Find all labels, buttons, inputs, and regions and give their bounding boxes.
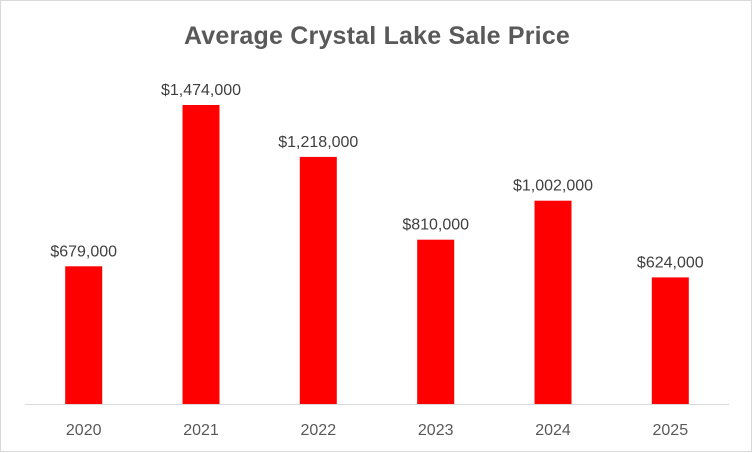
x-tick-label-2020: 2020 xyxy=(66,422,102,439)
data-label-2023: $810,000 xyxy=(402,217,469,234)
x-tick-label-2021: 2021 xyxy=(183,422,219,439)
bar-2024 xyxy=(534,200,572,404)
data-label-2020: $679,000 xyxy=(50,243,117,260)
x-tick-label-2022: 2022 xyxy=(301,422,337,439)
bar-2023 xyxy=(417,239,455,404)
x-tick-label-2024: 2024 xyxy=(535,422,571,439)
x-tick-label-2025: 2025 xyxy=(653,422,689,439)
data-label-2025: $624,000 xyxy=(637,254,704,271)
data-label-2022: $1,218,000 xyxy=(278,134,358,151)
bar-2021 xyxy=(182,105,220,404)
data-label-2021: $1,474,000 xyxy=(161,82,241,99)
x-tick-label-2023: 2023 xyxy=(418,422,454,439)
chart-title: Average Crystal Lake Sale Price xyxy=(183,22,571,50)
bar-2020 xyxy=(65,266,103,404)
bar-2022 xyxy=(299,156,337,404)
bar-2025 xyxy=(651,277,689,404)
data-label-2024: $1,002,000 xyxy=(513,178,593,195)
